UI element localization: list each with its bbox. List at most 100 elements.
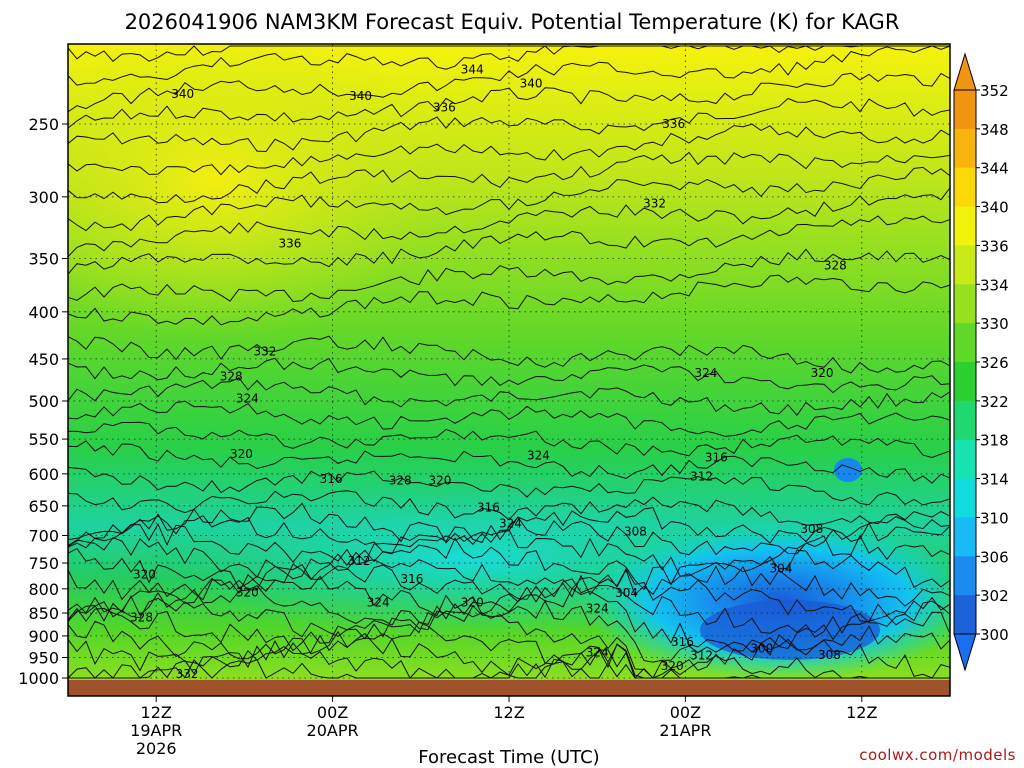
contour-line bbox=[68, 215, 950, 275]
x-tick-date: 21APR bbox=[659, 721, 711, 740]
contour-label: 324 bbox=[586, 601, 609, 615]
contour-line bbox=[68, 248, 950, 303]
contour-label: 344 bbox=[461, 62, 484, 76]
contour-label: 340 bbox=[349, 89, 372, 103]
contour-line bbox=[68, 45, 950, 62]
y-tick-label: 800 bbox=[28, 580, 59, 599]
colorbar-segment bbox=[954, 556, 976, 596]
ground-strip bbox=[68, 680, 950, 696]
y-tick-label: 450 bbox=[28, 350, 59, 369]
contour-label: 312 bbox=[690, 648, 713, 662]
contour-line bbox=[68, 335, 950, 374]
plot-area: 344 340 340 340 336 336 332 336 328 332 328 324 320 3… bbox=[68, 44, 950, 696]
contour-label: 320 bbox=[811, 366, 834, 380]
contour-label: 332 bbox=[643, 196, 666, 210]
contour-line bbox=[68, 45, 950, 86]
credit-text: coolwx.com/models bbox=[859, 746, 1016, 764]
contour-label: 324 bbox=[236, 392, 259, 406]
y-tick-label: 350 bbox=[28, 249, 59, 268]
contour-label: 316 bbox=[401, 572, 424, 586]
colorbar-segment bbox=[954, 167, 976, 208]
contour-label: 308 bbox=[624, 524, 647, 538]
y-tick-label: 1000 bbox=[18, 669, 59, 688]
contour-line bbox=[68, 97, 950, 153]
field-cold-core bbox=[700, 600, 880, 660]
contour-label: 320 bbox=[230, 447, 253, 461]
contour-line bbox=[68, 377, 950, 417]
contour-label: 328 bbox=[130, 611, 153, 625]
y-axis: 250 300 350 400 450 500 550 600 650 700 750 800 850 9… bbox=[18, 115, 68, 688]
contour-line bbox=[68, 166, 950, 232]
contour-label: 320 bbox=[661, 659, 684, 673]
colorbar-label: 352 bbox=[980, 82, 1009, 100]
contour-label: 316 bbox=[320, 472, 343, 486]
colorbar: 352 348 344 340 336 334 330 326 322 318 314 310 306 3… bbox=[953, 52, 1009, 672]
contour-line bbox=[68, 573, 950, 638]
x-tick-label: 12Z bbox=[846, 703, 877, 722]
colorbar-segment bbox=[954, 128, 976, 169]
contour-line bbox=[68, 620, 950, 679]
contour-label: 340 bbox=[520, 77, 543, 91]
contour-label: 304 bbox=[615, 586, 638, 600]
contour-label: 316 bbox=[671, 635, 694, 649]
contour-line bbox=[68, 490, 950, 526]
x-tick-label: 00Z bbox=[670, 703, 701, 722]
x-tick-label: 12Z bbox=[493, 703, 524, 722]
contour-line bbox=[68, 563, 950, 623]
y-tick-label: 850 bbox=[28, 604, 59, 623]
colorbar-label: 344 bbox=[980, 160, 1009, 178]
contour-line bbox=[68, 515, 950, 556]
contour-label: 332 bbox=[254, 345, 277, 359]
colorbar-segment bbox=[954, 595, 976, 635]
contour-line bbox=[68, 547, 950, 607]
chart-title: 2026041906 NAM3KM Forecast Equiv. Potent… bbox=[125, 10, 900, 34]
contour-label: 324 bbox=[367, 596, 390, 610]
y-tick-label: 900 bbox=[28, 627, 59, 646]
x-tick-year: 2026 bbox=[136, 739, 177, 758]
contour-line bbox=[68, 466, 950, 506]
contour-label: 316 bbox=[705, 451, 728, 465]
colorbar-segment bbox=[954, 284, 976, 324]
contour-label: 336 bbox=[662, 117, 685, 131]
y-tick-label: 300 bbox=[28, 188, 59, 207]
colorbar-label: 330 bbox=[980, 315, 1009, 333]
x-tick-date: 20APR bbox=[307, 721, 359, 740]
field-yellow-left bbox=[68, 44, 445, 340]
contour-label: 328 bbox=[824, 258, 847, 272]
contour-line bbox=[68, 400, 950, 437]
title-group: 2026041906 NAM3KM Forecast Equiv. Potent… bbox=[125, 10, 900, 34]
y-tick-label: 950 bbox=[28, 649, 59, 668]
colorbar-label: 322 bbox=[980, 393, 1009, 411]
colorbar-segment bbox=[954, 517, 976, 557]
contour-line bbox=[68, 72, 950, 129]
contour-label: 324 bbox=[499, 516, 522, 530]
y-tick-label: 750 bbox=[28, 554, 59, 573]
contour-label: 316 bbox=[477, 501, 500, 515]
contour-label: 340 bbox=[171, 87, 194, 101]
contour-line bbox=[68, 357, 950, 394]
contour-line bbox=[68, 440, 950, 484]
contour-label: 320 bbox=[133, 568, 156, 582]
contour-label-group: 344 340 340 340 336 336 332 336 328 332 328 324 320 3… bbox=[130, 62, 847, 681]
colorbar-label: 310 bbox=[980, 509, 1009, 527]
colorbar-segment bbox=[954, 206, 976, 246]
field-warm-top bbox=[500, 44, 950, 114]
colorbar-segment bbox=[954, 245, 976, 285]
contour-line bbox=[68, 274, 950, 326]
contour-label: 320 bbox=[236, 585, 259, 599]
contour-label: 320 bbox=[428, 473, 451, 487]
contour-line bbox=[68, 607, 950, 679]
contour-label: 324 bbox=[586, 645, 609, 659]
x-tick-date: 19APR bbox=[130, 721, 182, 740]
colorbar-label: 306 bbox=[980, 548, 1009, 566]
colorbar-label: 326 bbox=[980, 354, 1009, 372]
y-tick-label: 600 bbox=[28, 465, 59, 484]
contour-line bbox=[68, 421, 950, 459]
contour-line bbox=[68, 658, 950, 679]
contour-label: 304 bbox=[769, 561, 792, 575]
contour-label: 332 bbox=[176, 667, 199, 681]
colorbar-segment bbox=[954, 90, 976, 130]
contour-line bbox=[68, 151, 950, 204]
